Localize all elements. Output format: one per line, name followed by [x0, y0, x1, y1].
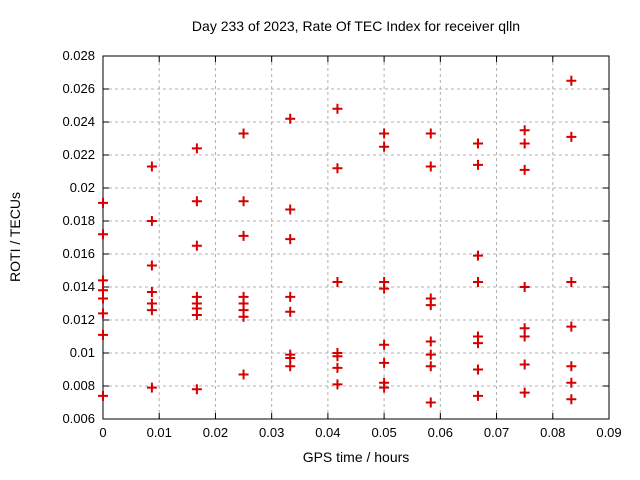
x-tick-label: 0.09	[596, 425, 621, 440]
data-point	[379, 141, 390, 152]
data-point	[98, 275, 108, 286]
x-tick-label: 0.03	[259, 425, 284, 440]
data-point	[285, 306, 296, 317]
data-point	[519, 164, 530, 175]
data-point	[379, 357, 390, 368]
data-point	[566, 131, 577, 142]
data-point	[285, 204, 296, 215]
y-tick-label: 0.026	[62, 81, 95, 96]
data-point	[473, 277, 484, 288]
data-point	[191, 384, 202, 395]
data-point	[191, 196, 202, 207]
chart-title: Day 233 of 2023, Rate Of TEC Index for r…	[191, 18, 521, 34]
data-point	[191, 240, 202, 251]
data-point	[98, 329, 108, 340]
data-point	[191, 310, 202, 321]
data-point	[238, 311, 249, 322]
data-point	[332, 277, 343, 288]
data-point	[146, 286, 157, 297]
y-tick-label: 0.014	[62, 279, 95, 294]
data-point	[285, 234, 296, 245]
data-point	[566, 321, 577, 332]
data-point	[146, 260, 157, 271]
x-tick-label: 0.02	[203, 425, 228, 440]
data-point	[238, 369, 249, 380]
x-tick-label: 0.01	[147, 425, 172, 440]
x-tick-label: 0.04	[315, 425, 340, 440]
data-point	[146, 382, 157, 393]
data-point	[425, 349, 436, 360]
data-point	[285, 291, 296, 302]
data-point	[98, 293, 108, 304]
data-point	[473, 159, 484, 170]
data-point	[98, 197, 108, 208]
data-point	[379, 128, 390, 139]
y-tick-label: 0.006	[62, 411, 95, 426]
data-point	[566, 361, 577, 372]
data-point	[425, 161, 436, 172]
x-axis-label: GPS time / hours	[302, 449, 410, 465]
data-point	[285, 113, 296, 124]
data-point	[519, 387, 530, 398]
data-point	[332, 362, 343, 373]
data-point	[473, 338, 484, 349]
data-point	[566, 277, 577, 288]
data-point	[332, 379, 343, 390]
data-point	[473, 138, 484, 149]
data-point	[519, 138, 530, 149]
data-point	[566, 377, 577, 388]
plot-frame	[102, 55, 610, 420]
data-point	[379, 339, 390, 350]
y-tick-label: 0.01	[70, 345, 95, 360]
data-point	[519, 359, 530, 370]
y-tick-label: 0.028	[62, 48, 95, 63]
data-point	[332, 351, 343, 362]
data-point	[146, 161, 157, 172]
y-tick-label: 0.012	[62, 312, 95, 327]
data-point	[98, 390, 108, 401]
y-tick-label: 0.016	[62, 246, 95, 261]
data-point	[98, 229, 108, 240]
data-point	[146, 305, 157, 316]
data-point	[191, 143, 202, 154]
data-point	[332, 163, 343, 174]
data-point	[566, 75, 577, 86]
data-point	[519, 125, 530, 136]
y-tick-label: 0.022	[62, 147, 95, 162]
data-point	[379, 382, 390, 393]
data-point	[473, 250, 484, 261]
data-point	[379, 283, 390, 294]
data-point	[425, 300, 436, 311]
y-tick-label: 0.024	[62, 114, 95, 129]
x-tick-label: 0.07	[484, 425, 509, 440]
data-point	[425, 361, 436, 372]
data-point	[566, 394, 577, 405]
data-point	[425, 397, 436, 408]
data-point	[473, 390, 484, 401]
data-point	[425, 336, 436, 347]
data-point	[332, 103, 343, 114]
data-point	[519, 331, 530, 342]
data-point	[98, 308, 108, 319]
x-tick-label: 0	[99, 425, 106, 440]
y-tick-label: 0.02	[70, 180, 95, 195]
data-point	[285, 361, 296, 372]
data-point	[238, 128, 249, 139]
data-point	[519, 282, 530, 292]
data-point	[238, 196, 249, 207]
data-point	[238, 230, 249, 241]
y-tick-label: 0.008	[62, 378, 95, 393]
data-point	[473, 364, 484, 375]
data-point	[425, 128, 436, 139]
x-tick-label: 0.08	[540, 425, 565, 440]
y-tick-label: 0.018	[62, 213, 95, 228]
data-point	[146, 216, 157, 226]
x-tick-label: 0.06	[428, 425, 453, 440]
x-tick-label: 0.05	[371, 425, 396, 440]
